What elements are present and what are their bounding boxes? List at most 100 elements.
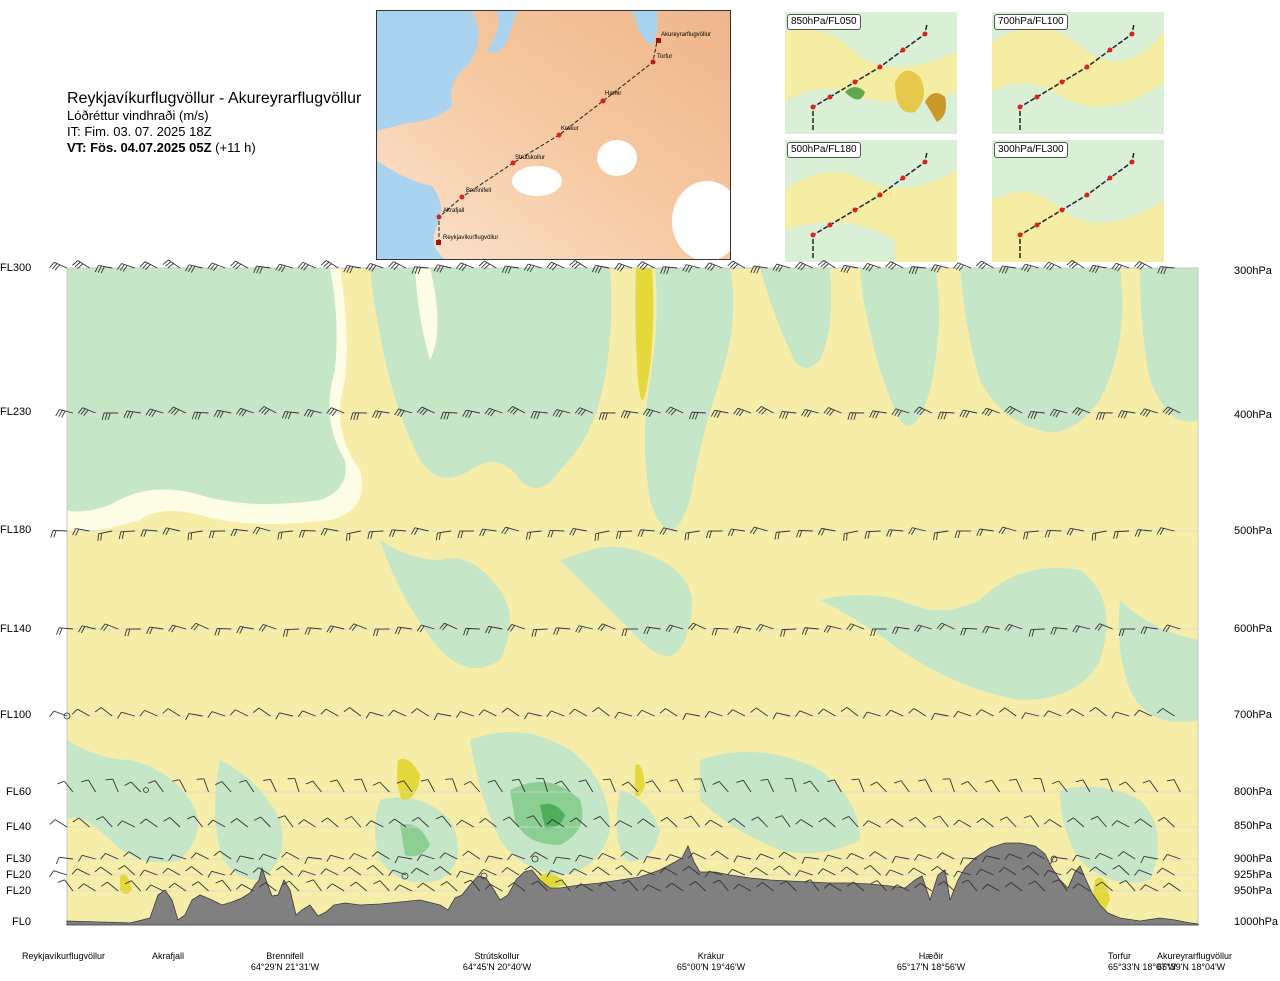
sink-zone-upper-center <box>645 268 734 530</box>
thumbnail-label: 700hPa/FL100 <box>994 14 1068 30</box>
wind-barb <box>846 852 865 860</box>
wind-barb <box>1156 708 1175 717</box>
thumbnail-label: 850hPa/FL050 <box>787 14 861 30</box>
wind-barb <box>975 868 994 876</box>
wind-barb <box>727 709 746 717</box>
wind-barb <box>230 528 248 537</box>
wind-barb <box>525 530 542 540</box>
wind-barb <box>1091 530 1107 541</box>
wind-barb <box>795 819 814 828</box>
wind-barb <box>529 851 548 860</box>
wind-barb <box>803 780 820 793</box>
wind-barb <box>445 778 458 793</box>
wind-barb <box>507 406 526 415</box>
wind-barb <box>343 264 361 274</box>
wind-barb <box>704 819 723 828</box>
wind-barb <box>507 853 526 861</box>
wind-barb <box>1089 264 1107 274</box>
map-label-akureyri: Akureyrarflugvöllur <box>661 32 711 38</box>
wind-barb <box>659 867 678 876</box>
station-label-akrafjall: Akrafjall <box>152 951 184 962</box>
wind-barb <box>1043 710 1062 717</box>
wind-barb <box>77 883 96 892</box>
wind-barb <box>456 870 474 878</box>
wind-barb <box>215 781 232 793</box>
wind-barb <box>554 879 571 892</box>
wind-barb <box>139 261 158 271</box>
wind-barb <box>433 264 452 273</box>
wind-barb <box>602 778 616 793</box>
wind-barb <box>373 880 390 892</box>
thumbnail-850hpa[interactable]: 850hPa/FL050 <box>785 12 957 134</box>
wind-barb <box>801 409 819 418</box>
wind-barb <box>410 867 429 876</box>
wind-barb <box>435 530 452 541</box>
wind-barb <box>77 854 96 862</box>
heatmap-background <box>67 268 1198 925</box>
wind-barb <box>1072 854 1091 862</box>
wind-barb <box>100 623 119 632</box>
wind-barb <box>320 708 339 717</box>
wind-barb <box>462 409 480 419</box>
wind-barb <box>145 884 164 892</box>
wind-barb <box>982 625 1000 634</box>
wind-barb <box>213 850 232 860</box>
wind-barb <box>1050 627 1068 635</box>
wind-barb <box>847 412 865 420</box>
wind-barb <box>456 819 475 828</box>
wind-barb <box>959 409 978 418</box>
wind-barb <box>501 867 520 876</box>
wind-barb <box>598 881 616 892</box>
wind-barb <box>57 879 74 892</box>
map-label-krakur: Krákur <box>561 126 579 132</box>
wind-barb <box>236 625 254 634</box>
wind-barb <box>320 868 339 876</box>
wind-barb <box>1096 412 1113 420</box>
wind-barb <box>101 412 119 421</box>
wind-barb <box>49 870 68 877</box>
map-label-strutskollur: Strútskollur <box>515 155 545 161</box>
wind-barb <box>620 851 639 860</box>
wind-barb <box>304 627 322 635</box>
hpa-label: 300hPa <box>1234 265 1272 277</box>
wind-barb <box>659 527 678 536</box>
wind-barb <box>457 530 474 539</box>
station-coords: 64°45'N 20°40'W <box>462 962 532 972</box>
wind-barb <box>117 263 135 272</box>
wind-barb <box>840 707 859 717</box>
wind-barb <box>1156 867 1175 876</box>
thumbnail-700hpa[interactable]: 700hPa/FL100 <box>992 12 1164 134</box>
wind-barb <box>139 818 158 828</box>
wind-barb <box>637 818 655 828</box>
wind-barb <box>259 882 277 892</box>
station-name: Hæðir <box>918 951 944 961</box>
wind-barb <box>1112 864 1130 876</box>
map-label-brennifell: Brennifell <box>466 188 491 194</box>
wind-barb <box>78 625 96 634</box>
wind-barb <box>146 856 164 864</box>
wind-barb <box>1094 623 1113 631</box>
wind-barb <box>207 711 226 718</box>
wind-barb <box>665 624 684 633</box>
sink-zone-low-6 <box>700 752 860 854</box>
thumbnail-300hpa[interactable]: 300hPa/FL300 <box>992 140 1164 262</box>
wind-barb <box>778 851 797 860</box>
wind-barb <box>552 409 571 418</box>
thumbnail-500hpa[interactable]: 500hPa/FL180 <box>785 140 957 262</box>
wind-barb <box>546 261 565 271</box>
wind-barb <box>50 530 68 538</box>
heatmap-layer <box>67 268 1198 925</box>
wind-barb <box>282 628 300 637</box>
wind-barb <box>72 260 90 269</box>
wind-barb <box>96 816 113 828</box>
wind-barb <box>755 853 774 861</box>
wind-barb <box>55 856 74 865</box>
hpa-label: 850hPa <box>1234 820 1272 832</box>
valid-time: VT: Fös. 04.07.2025 05Z (+11 h) <box>67 140 377 156</box>
wind-barb <box>1027 851 1046 860</box>
wind-barb <box>827 779 842 793</box>
sink-zone-low-4 <box>470 732 610 875</box>
wind-barb <box>1004 623 1023 632</box>
wind-barb <box>594 530 610 542</box>
wind-barb <box>478 709 497 717</box>
